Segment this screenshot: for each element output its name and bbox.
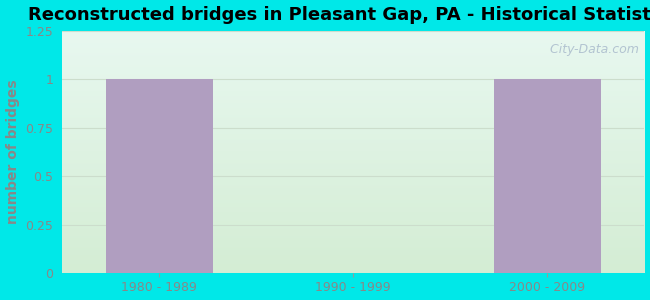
- Text: City-Data.com: City-Data.com: [541, 43, 638, 56]
- Bar: [106, 79, 213, 273]
- Y-axis label: number of bridges: number of bridges: [6, 80, 20, 224]
- Bar: [494, 79, 601, 273]
- Title: Reconstructed bridges in Pleasant Gap, PA - Historical Statistics: Reconstructed bridges in Pleasant Gap, P…: [28, 6, 650, 24]
